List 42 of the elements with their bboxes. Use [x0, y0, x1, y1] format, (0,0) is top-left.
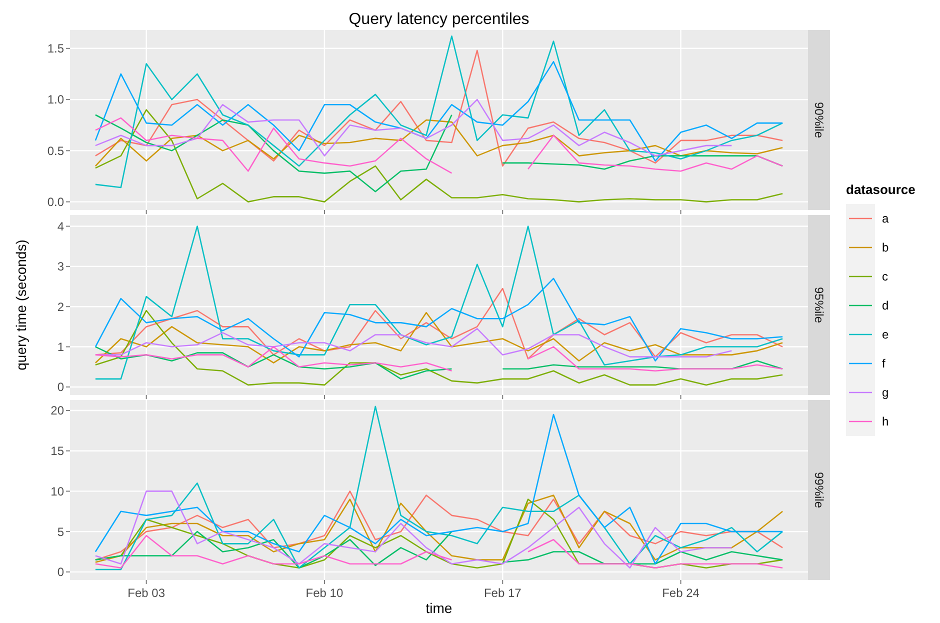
x-axis-title: time: [426, 600, 452, 616]
legend-label: h: [882, 414, 889, 429]
legend-label: e: [882, 328, 889, 342]
y-axis-title: query time (seconds): [13, 240, 29, 370]
y-tick-label: 1.0: [47, 92, 64, 107]
y-tick-label: 0.5: [47, 144, 64, 158]
line-series: [94, 35, 784, 188]
line-series: [94, 490, 732, 569]
y-tick-label: 4: [57, 219, 64, 234]
text: 90%ile: [812, 102, 826, 138]
line-series: [94, 328, 732, 358]
line-series: [94, 312, 784, 364]
legend-label: d: [882, 298, 889, 313]
y-tick-label: 1: [57, 340, 64, 354]
legend-label: g: [882, 386, 889, 400]
legend-label: b: [882, 240, 889, 255]
y-tick-label: 10: [50, 484, 64, 498]
y-tick-label: 2: [57, 300, 64, 314]
chart-title: Query latency percentiles: [348, 11, 530, 28]
y-tick-label: 5: [57, 524, 64, 539]
y-tick-label: 0: [57, 565, 64, 580]
line-series: [94, 310, 784, 386]
x-tick-label: Feb 24: [662, 586, 700, 600]
y-tick-label: 0.0: [47, 195, 64, 210]
line-series: [94, 119, 784, 167]
line-series: [94, 226, 784, 380]
legend-label: f: [882, 356, 886, 371]
legend-title: datasource: [846, 182, 916, 197]
text: 99%ile: [812, 472, 826, 508]
legend-label: a: [882, 212, 889, 226]
y-tick-label: 15: [50, 444, 64, 458]
y-tick-label: 0: [57, 380, 64, 394]
y-tick-label: 1.5: [47, 42, 64, 56]
x-tick-label: Feb 03: [128, 586, 166, 600]
x-tick-label: Feb 10: [306, 586, 344, 600]
text: 95%ile: [812, 286, 826, 324]
x-tick-label: Feb 17: [484, 586, 522, 600]
y-tick-label: 20: [50, 404, 64, 418]
y-tick-label: 3: [57, 260, 64, 274]
line-series: [94, 109, 784, 202]
line-series: [94, 98, 732, 156]
legend-label: c: [882, 270, 888, 284]
